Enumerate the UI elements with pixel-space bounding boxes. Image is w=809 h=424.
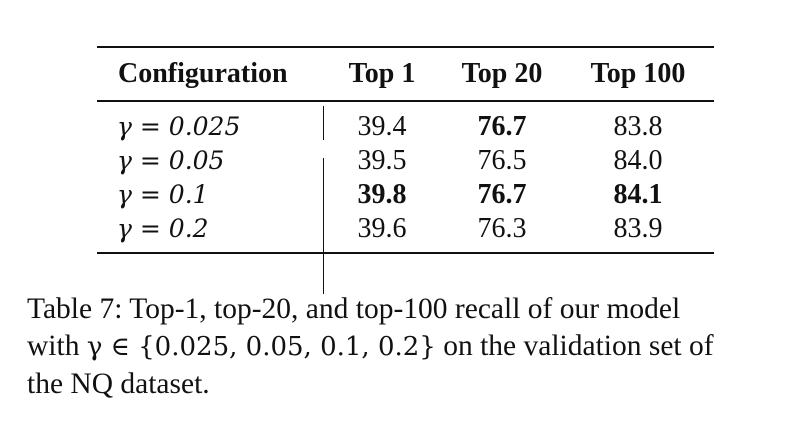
top100-value: 83.9 (613, 212, 663, 244)
top20-value: 76.5 (477, 144, 527, 176)
caption-text: on the validation set of (435, 330, 714, 362)
gamma-value: γ = 0.025 (117, 111, 241, 141)
bottom-rule (97, 251, 714, 254)
top1-value: 39.5 (357, 144, 407, 176)
header-top100: Top 100 (590, 58, 686, 90)
table-row: γ = 0.025 39.4 76.7 83.8 (97, 110, 714, 144)
top100-value: 84.0 (613, 144, 663, 176)
top1-value: 39.8 (357, 178, 407, 210)
table-header-row: Configuration Top 1 Top 20 Top 100 (97, 48, 714, 100)
top100-value: 84.1 (613, 178, 663, 210)
top20-value: 76.7 (477, 110, 527, 142)
top-rule (97, 46, 714, 49)
top20-value: 76.3 (477, 212, 527, 244)
caption-line: the NQ dataset. (27, 368, 210, 400)
table-caption: Table 7: Top-1, top-20, and top-100 reca… (27, 291, 787, 403)
header-top20: Top 20 (461, 58, 543, 90)
top1-value: 39.4 (357, 110, 407, 142)
header-top1: Top 1 (348, 58, 416, 90)
header-column-divider (323, 106, 325, 140)
table-row: γ = 0.05 39.5 76.5 84.0 (97, 144, 714, 178)
caption-line: with γ ∈ {0.025, 0.05, 0.1, 0.2} on the … (27, 328, 787, 366)
caption-line: Table 7: Top-1, top-20, and top-100 reca… (27, 293, 681, 325)
top20-value: 76.7 (477, 178, 527, 210)
gamma-set-math: γ ∈ {0.025, 0.05, 0.1, 0.2} (86, 332, 436, 362)
gamma-value: γ = 0.1 (117, 179, 209, 209)
top1-value: 39.6 (357, 212, 407, 244)
results-table: Configuration Top 1 Top 20 Top 100 γ = 0… (97, 46, 714, 294)
header-configuration: Configuration (118, 58, 288, 90)
table-row: γ = 0.1 39.8 76.7 84.1 (97, 178, 714, 212)
header-rule (97, 100, 714, 102)
caption-text: with (27, 330, 87, 362)
table-row: γ = 0.2 39.6 76.3 83.9 (97, 212, 714, 246)
gamma-value: γ = 0.2 (117, 213, 209, 243)
top100-value: 83.8 (613, 110, 663, 142)
gamma-value: γ = 0.05 (117, 145, 225, 175)
body-column-divider (323, 158, 325, 294)
table-body: γ = 0.025 39.4 76.7 83.8 γ = 0.05 39.5 7… (97, 102, 714, 252)
